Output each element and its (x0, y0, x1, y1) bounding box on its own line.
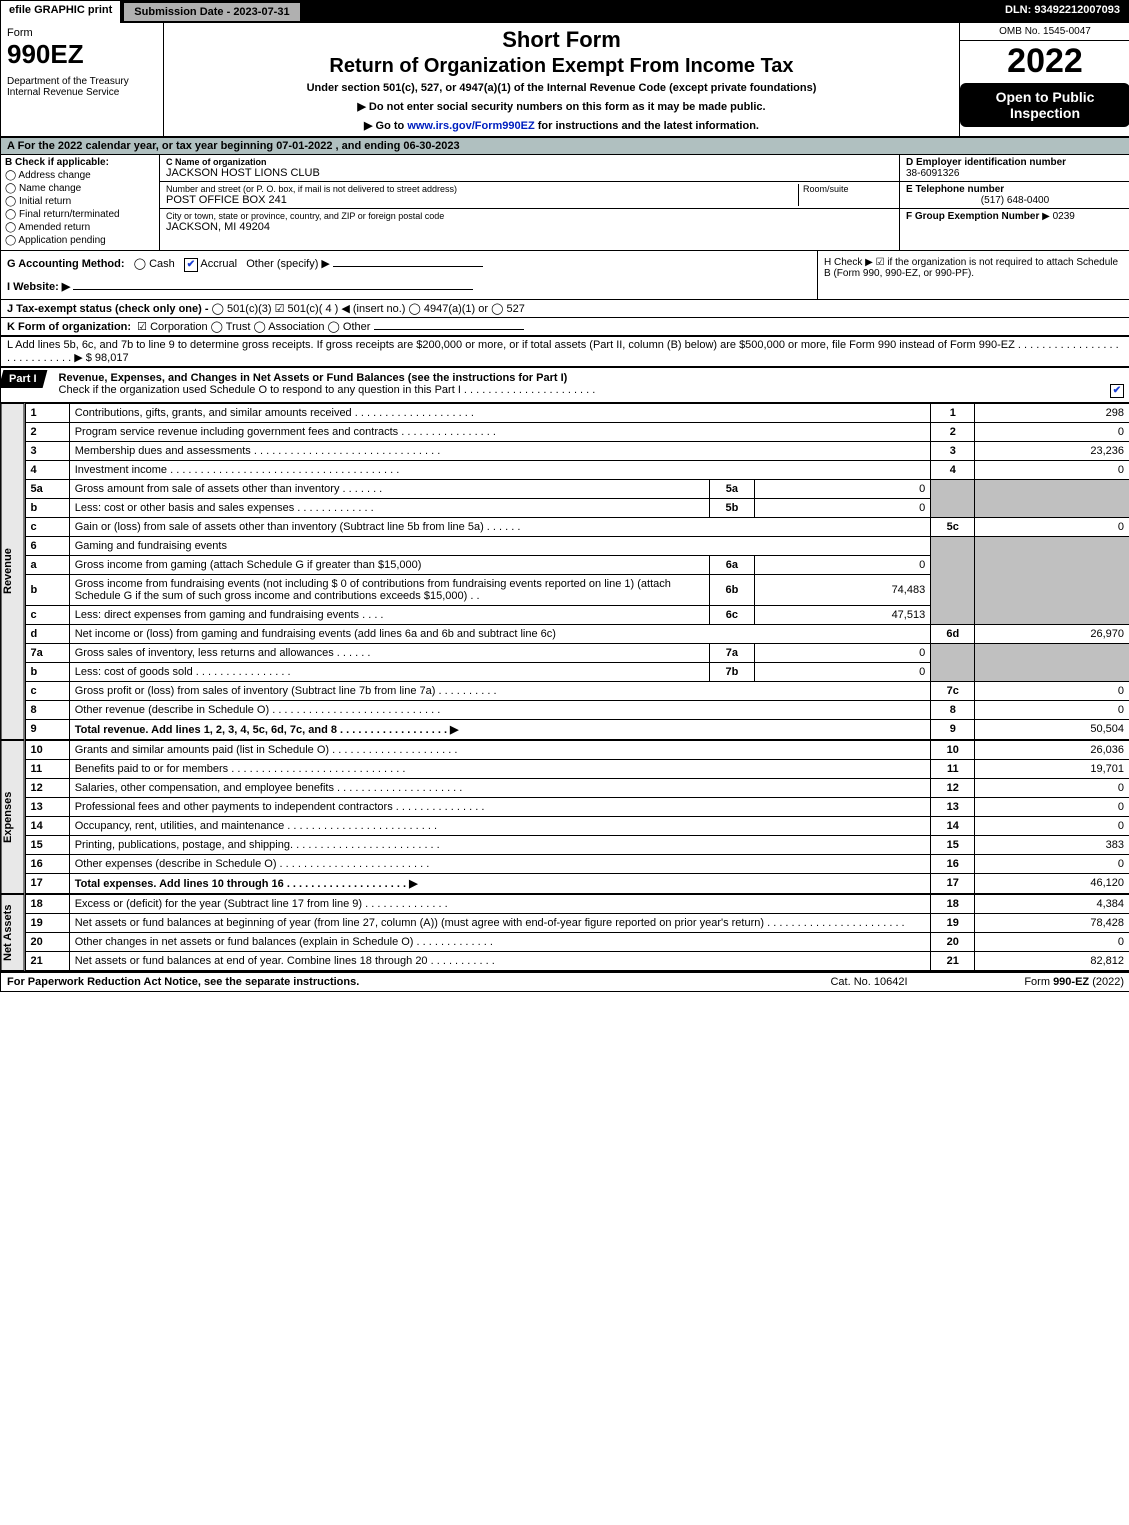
top-bar: efile GRAPHIC print Submission Date - 20… (1, 1, 1129, 23)
submission-date: Submission Date - 2023-07-31 (123, 2, 300, 22)
right-info: D Employer identification number 38-6091… (899, 155, 1129, 250)
section-b-label: B Check if applicable: (5, 157, 155, 168)
dept-label: Department of the Treasury (7, 76, 157, 87)
chk-address[interactable]: ◯ Address change (5, 170, 155, 181)
line-a: A For the 2022 calendar year, or tax yea… (1, 138, 1129, 155)
irs-label: Internal Revenue Service (7, 87, 157, 98)
f-label: F Group Exemption Number (906, 211, 1039, 222)
goto-note: ▶ Go to www.irs.gov/Form990EZ for instru… (168, 119, 955, 132)
netassets-block: Net Assets 18Excess or (deficit) for the… (1, 894, 1129, 971)
section-k: K Form of organization: ☑ Corporation ◯ … (1, 318, 1129, 337)
form-header: Form 990EZ Department of the Treasury In… (1, 23, 1129, 138)
group-exempt: ▶ 0239 (1042, 211, 1075, 222)
schedule-o-check[interactable]: ✔ (1110, 384, 1124, 398)
expenses-tab: Expenses (1, 740, 25, 894)
footer-right: Form 990-EZ (2022) (944, 976, 1124, 988)
omb-number: OMB No. 1545-0047 (960, 23, 1129, 41)
revenue-block: Revenue 1Contributions, gifts, grants, a… (1, 403, 1129, 740)
efile-print-label[interactable]: efile GRAPHIC print (1, 1, 122, 23)
page-footer: For Paperwork Reduction Act Notice, see … (1, 971, 1129, 991)
chk-final[interactable]: ◯ Final return/terminated (5, 209, 155, 220)
city-label: City or town, state or province, country… (166, 211, 893, 221)
chk-amended[interactable]: ◯ Amended return (5, 222, 155, 233)
return-title: Return of Organization Exempt From Incom… (168, 55, 955, 78)
part-1-header: Part I Revenue, Expenses, and Changes in… (1, 366, 1129, 403)
netassets-table: 18Excess or (deficit) for the year (Subt… (25, 894, 1129, 971)
section-l: L Add lines 5b, 6c, and 7b to line 9 to … (1, 337, 1129, 366)
street-label: Number and street (or P. O. box, if mail… (166, 184, 798, 194)
identity-section: B Check if applicable: ◯ Address change … (1, 155, 1129, 251)
chk-initial[interactable]: ◯ Initial return (5, 196, 155, 207)
i-label: I Website: ▶ (7, 281, 70, 293)
section-j: J Tax-exempt status (check only one) - ◯… (1, 300, 1129, 318)
revenue-table: 1Contributions, gifts, grants, and simil… (25, 403, 1129, 740)
section-g: G Accounting Method: ◯ Cash ✔ Accrual Ot… (1, 251, 817, 299)
netassets-tab: Net Assets (1, 894, 25, 971)
section-b: B Check if applicable: ◯ Address change … (1, 155, 160, 250)
footer-left: For Paperwork Reduction Act Notice, see … (7, 976, 794, 988)
d-label: D Employer identification number (906, 157, 1124, 168)
footer-center: Cat. No. 10642I (794, 976, 944, 988)
form-page: efile GRAPHIC print Submission Date - 20… (0, 0, 1129, 992)
accrual-check[interactable]: ✔ (184, 258, 198, 272)
form-number: 990EZ (7, 39, 157, 70)
phone-value: (517) 648-0400 (906, 195, 1124, 206)
form-word: Form (7, 27, 157, 39)
inspection-box: Open to Public Inspection (960, 83, 1129, 127)
irs-link[interactable]: www.irs.gov/Form990EZ (407, 120, 534, 132)
tax-year: 2022 (960, 41, 1129, 81)
expenses-table: 10Grants and similar amounts paid (list … (25, 740, 1129, 894)
part-1-title: Revenue, Expenses, and Changes in Net As… (59, 372, 568, 384)
chk-pending[interactable]: ◯ Application pending (5, 235, 155, 246)
revenue-tab: Revenue (1, 403, 25, 740)
street-value: POST OFFICE BOX 241 (166, 194, 798, 206)
org-name: JACKSON HOST LIONS CLUB (166, 167, 893, 179)
part-1-label: Part I (0, 370, 47, 388)
chk-name[interactable]: ◯ Name change (5, 183, 155, 194)
subtitle: Under section 501(c), 527, or 4947(a)(1)… (168, 82, 955, 94)
part-1-check: Check if the organization used Schedule … (59, 384, 596, 396)
city-value: JACKSON, MI 49204 (166, 221, 893, 233)
e-label: E Telephone number (906, 184, 1124, 195)
ein-value: 38-6091326 (906, 168, 1124, 179)
c-label: C Name of organization (166, 157, 893, 167)
section-c: C Name of organization JACKSON HOST LION… (160, 155, 899, 250)
section-h: H Check ▶ ☑ if the organization is not r… (817, 251, 1129, 299)
expenses-block: Expenses 10Grants and similar amounts pa… (1, 740, 1129, 894)
short-form-title: Short Form (168, 27, 955, 53)
dln-number: DLN: 93492212007093 (995, 1, 1129, 23)
room-label: Room/suite (798, 184, 893, 206)
ssn-note: ▶ Do not enter social security numbers o… (168, 100, 955, 113)
